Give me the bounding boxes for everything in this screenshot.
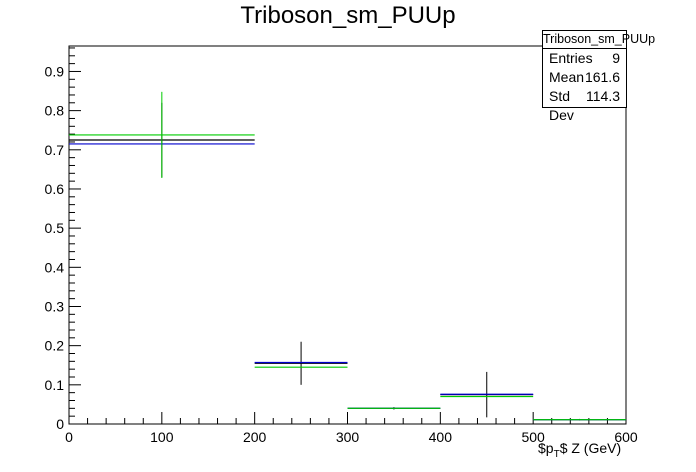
x-tick-label: 400 [429,429,453,445]
y-tick-label: 0.2 [45,338,65,354]
y-tick-label: 0.7 [45,142,65,158]
stats-row-entries: Entries 9 [543,49,626,68]
entries-label: Entries [549,50,593,66]
y-tick-label: 0.8 [45,103,65,119]
histogram-marks [69,91,626,421]
y-tick-label: 0.9 [45,63,65,79]
x-axis-label-sub: T [553,448,560,460]
entries-value: 9 [612,50,620,66]
x-tick-label: 200 [243,429,267,445]
mean-value: 161.6 [584,69,620,85]
x-tick-label: 100 [150,429,174,445]
x-tick-label: 600 [614,429,638,445]
x-axis-label-pre: $p [538,440,554,456]
stats-box: Triboson_sm_PUUp Entries 9 Mean 161.6 St… [542,30,655,123]
y-tick-label: 0.3 [45,298,65,314]
stats-row-std: Std Dev 114.3 [543,87,626,123]
axis-ticks: 0 100 200 300 400 500 600 0 0.1 0.2 0.3 0.4 0.5 0.6 0.… [45,47,638,445]
stats-row-mean: Mean 161.6 [543,68,626,87]
y-tick-label: 0 [56,416,64,432]
chart-title: Triboson_sm_PUUp [240,2,456,29]
y-tick-label: 0.6 [45,181,65,197]
x-axis-label-post: $ Z (GeV) [559,440,622,456]
x-tick-label: 500 [521,429,545,445]
x-tick-label: 0 [65,429,73,445]
std-value: 114.3 [586,88,620,104]
x-tick-label: 300 [336,429,360,445]
y-tick-label: 0.5 [45,220,65,236]
x-axis-label: $pT$ Z (GeV) [538,440,621,460]
y-tick-label: 0.1 [45,377,65,393]
y-tick-label: 0.4 [45,259,65,275]
stats-box-title: Triboson_sm_PUUp [543,31,655,49]
std-label: Std Dev [549,88,574,123]
mean-label: Mean [549,69,585,85]
